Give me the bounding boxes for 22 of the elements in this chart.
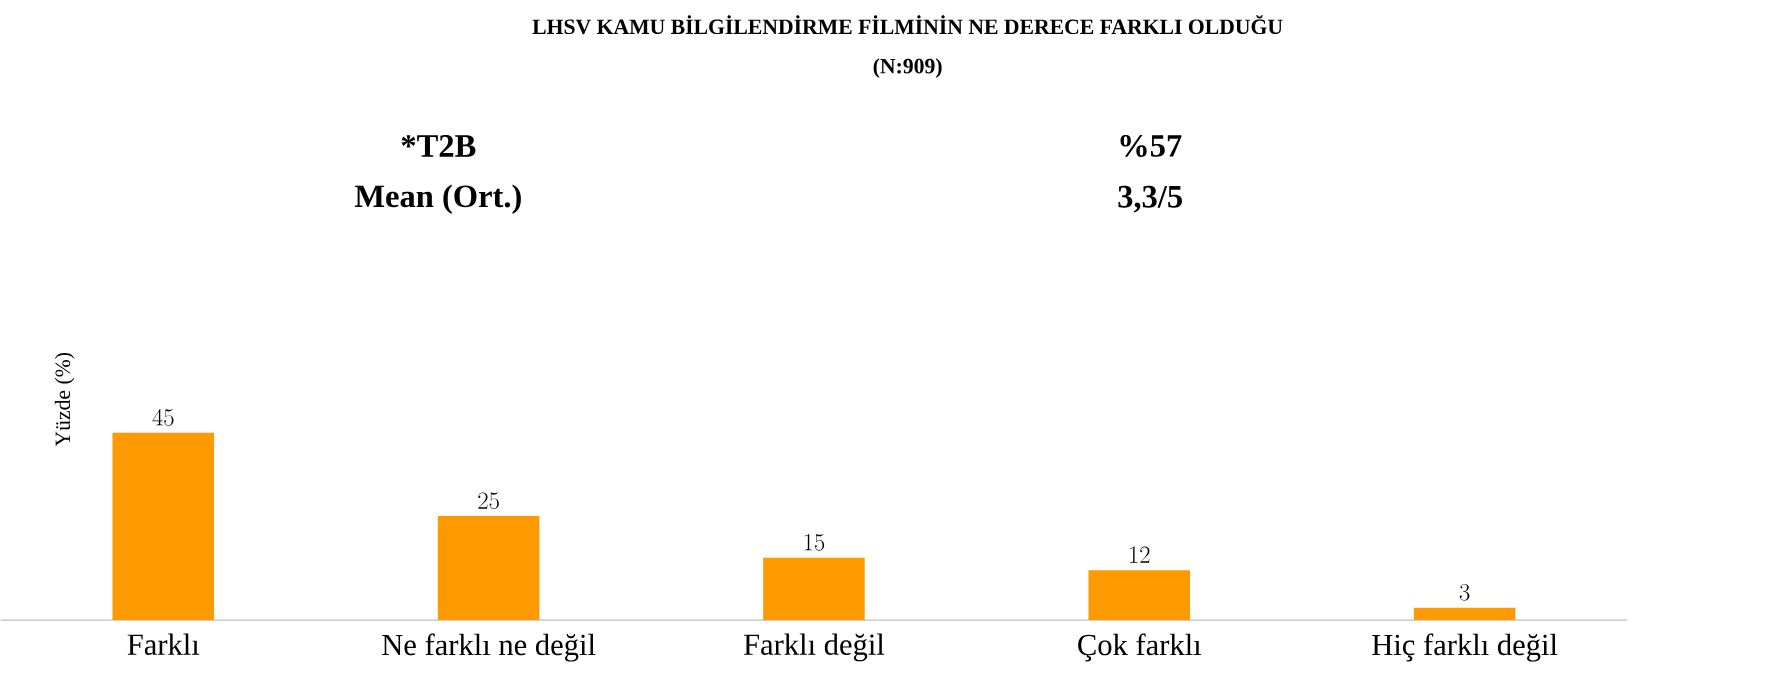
bar (112, 432, 215, 621)
text: 3,3/5 (1118, 185, 1182, 213)
data-label: 12 (1130, 546, 1150, 563)
data-label: 15 (804, 534, 825, 551)
y-axis-title: Yüzde (%) (54, 352, 75, 447)
chart-subtitle: (N:909) (873, 58, 942, 78)
text: Mean (Ort.) (354, 184, 521, 214)
x-tick-label: Farklı (127, 633, 200, 655)
bar (1088, 570, 1191, 621)
text: %57 (1120, 134, 1182, 157)
x-tick-label: Farklı değil (743, 633, 885, 662)
bar (437, 516, 540, 621)
text: *T2B (401, 135, 476, 157)
data-label: 45 (152, 408, 174, 426)
data-label: 3 (1459, 583, 1470, 601)
x-tick-label: Hiç farklı değil (1372, 633, 1558, 662)
data-label: 25 (478, 492, 499, 509)
x-tick-label: Ne farklı ne değil (382, 633, 596, 662)
bar (763, 557, 865, 621)
bar (1413, 607, 1516, 621)
x-tick-label: Çok farklı (1078, 633, 1202, 662)
chart-title: LHSV KAMU BİLGİLENDİRME FİLMİNİN NE DERECE FARKLI OLDUĞU (532, 15, 1283, 35)
